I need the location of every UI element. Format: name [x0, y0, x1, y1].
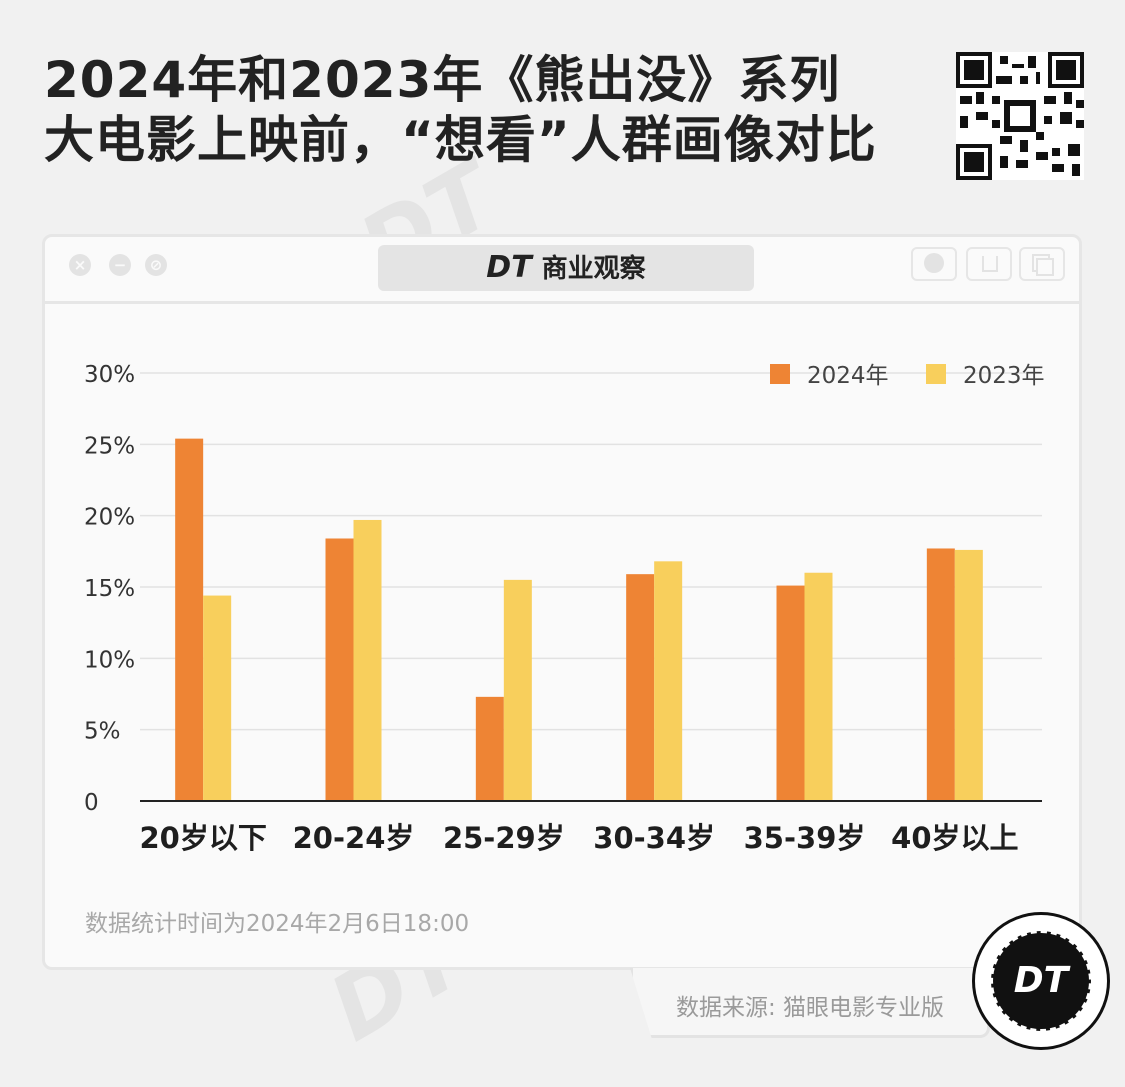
x-axis-ticks: 20岁以下 20-24岁 25-29岁 30-34岁 35-39岁 40岁以上 [139, 821, 1018, 855]
y-tick-label: 0 [84, 790, 99, 816]
minimize-icon[interactable]: − [109, 254, 131, 276]
brand-name: 商业观察 [541, 254, 646, 284]
bar-2023 [503, 579, 532, 801]
bar-2024 [175, 438, 204, 801]
brand-mark: DT [486, 250, 532, 285]
bar-2023 [804, 572, 833, 801]
legend-label: 2024年 [807, 363, 889, 389]
bar-2023 [203, 595, 232, 801]
bar-2024 [926, 548, 955, 801]
gridlines [140, 372, 1042, 731]
data-source: 数据来源: 猫眼电影专业版 [676, 995, 945, 1021]
page-title: 2024年和2023年《熊出没》系列 大电影上映前，“想看”人群画像对比 [44, 50, 877, 170]
x-tick-label: 40岁以上 [891, 821, 1018, 855]
record-icon[interactable] [911, 247, 957, 281]
bar-2024 [475, 696, 504, 801]
bars [175, 438, 983, 801]
legend-label: 2023年 [963, 363, 1045, 389]
bar-2024 [776, 585, 805, 801]
brand-pill: DT 商业观察 [378, 245, 754, 291]
title-line-2: 大电影上映前，“想看”人群画像对比 [44, 111, 877, 169]
x-tick-label: 20-24岁 [293, 821, 415, 855]
upload-icon[interactable] [966, 247, 1012, 281]
y-tick-label: 30% [84, 362, 135, 388]
dt-logo: DT [972, 912, 1110, 1050]
legend-swatch [926, 364, 946, 384]
dt-logo-mark: DT [991, 931, 1091, 1031]
x-tick-label: 20岁以下 [139, 821, 266, 855]
y-tick-label: 20% [84, 505, 135, 531]
bar-2024 [325, 538, 354, 801]
bar-2023 [954, 549, 983, 801]
bar-2023 [654, 561, 683, 801]
bar-2024 [626, 574, 655, 801]
close-icon[interactable]: × [69, 254, 91, 276]
x-tick-label: 25-29岁 [443, 821, 565, 855]
no-entry-icon[interactable]: ⊘ [145, 254, 167, 276]
legend-swatch [770, 364, 790, 384]
time-note: 数据统计时间为2024年2月6日18:00 [85, 911, 470, 937]
x-tick-label: 35-39岁 [744, 821, 866, 855]
legend: 2024年 2023年 [770, 363, 1045, 389]
x-tick-label: 30-34岁 [593, 821, 715, 855]
qr-code-icon [956, 52, 1084, 180]
y-tick-label: 15% [84, 576, 135, 602]
copy-icon[interactable] [1019, 247, 1065, 281]
source-tab [630, 968, 990, 1038]
y-tick-label: 25% [84, 433, 135, 459]
bar-2023 [353, 519, 382, 801]
title-line-1: 2024年和2023年《熊出没》系列 [44, 51, 841, 109]
y-axis-ticks: 0 5% 10% 15% 20% 25% 30% [84, 362, 135, 816]
y-tick-label: 10% [84, 647, 135, 673]
y-tick-label: 5% [84, 719, 121, 745]
window-titlebar: × − ⊘ DT 商业观察 [45, 237, 1079, 304]
